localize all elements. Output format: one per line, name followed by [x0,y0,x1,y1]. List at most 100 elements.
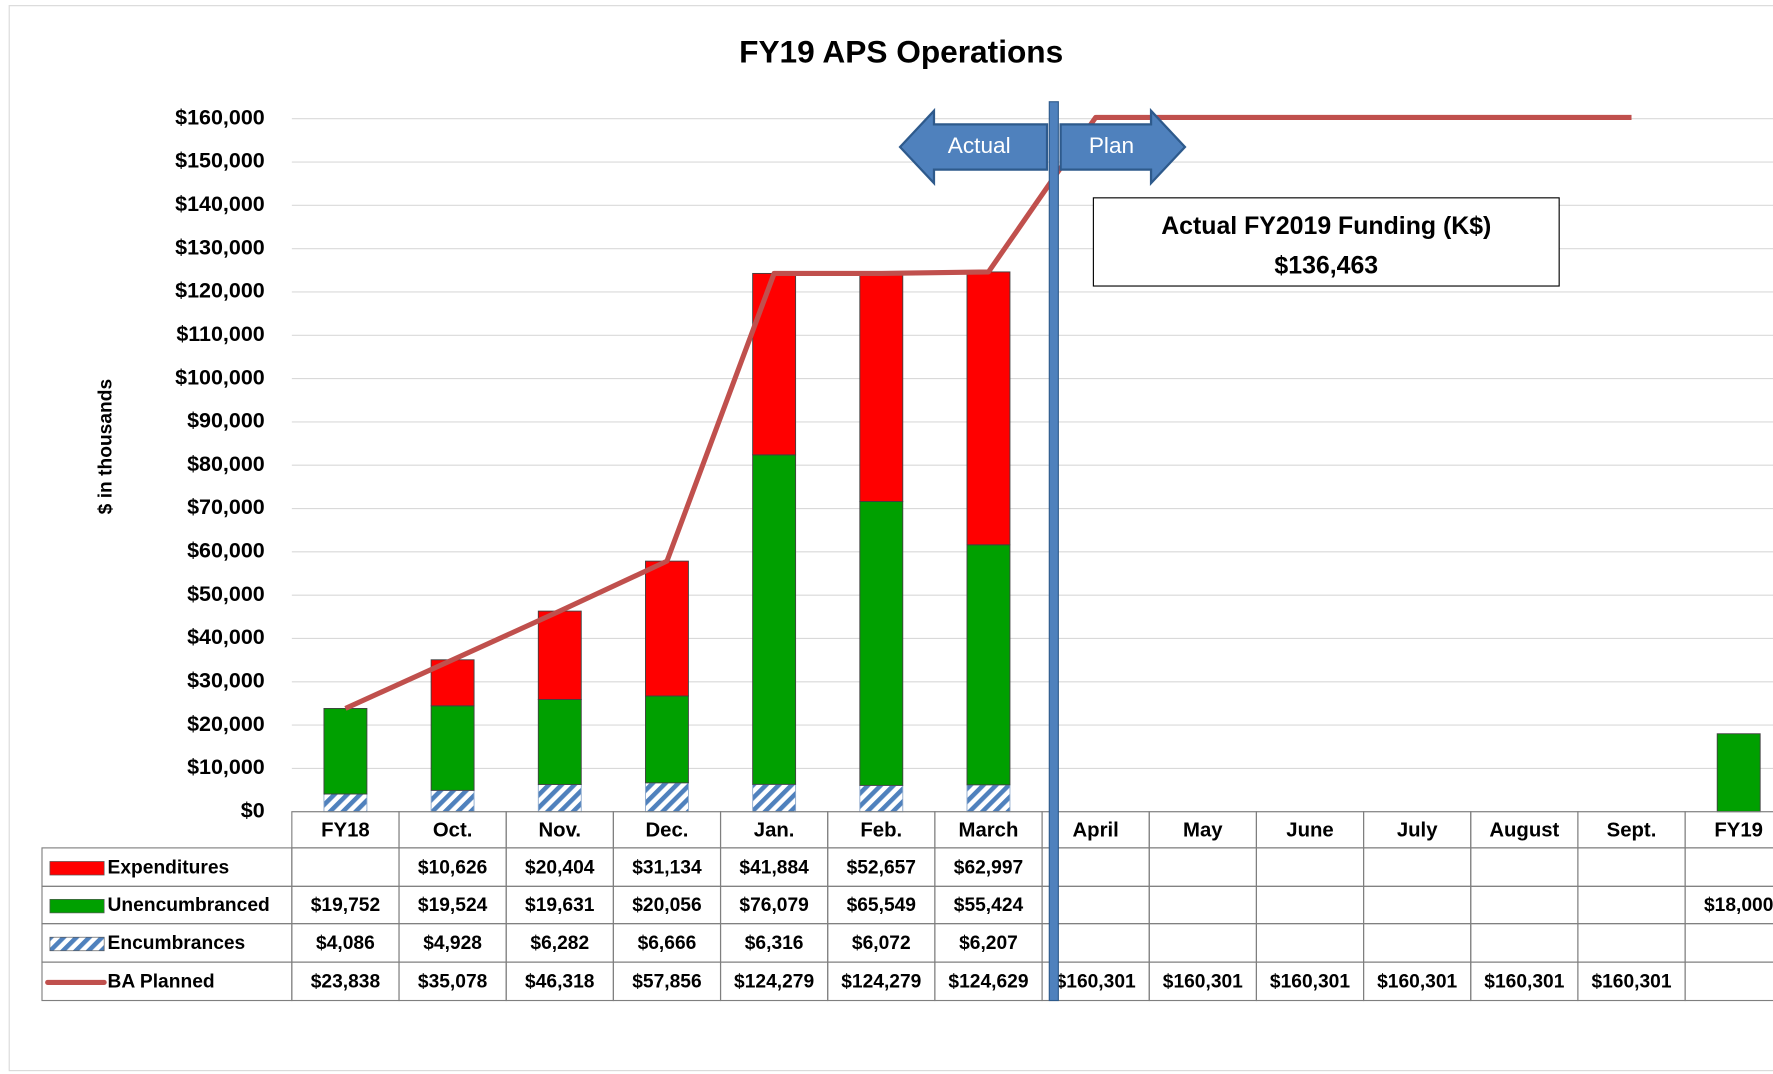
y-tick-label: $60,000 [187,539,265,563]
x-tick-label: Sept. [1607,819,1657,841]
table-value: $160,301 [1484,972,1564,993]
y-tick-label: $100,000 [175,365,265,389]
plan-label: Plan [1089,133,1134,158]
bar-segment [752,272,797,456]
bar-segment [966,544,1011,786]
table-value: $124,279 [841,972,921,993]
legend-label: BA Planned [108,972,215,993]
table-value: $52,657 [847,857,916,878]
bar-segment [645,695,689,784]
table-value: $4,086 [316,933,375,954]
bar-segment [752,783,797,813]
table-value: $160,301 [1377,972,1457,993]
table-value: $20,404 [525,857,595,878]
bar-segment [537,610,582,700]
table-value: $124,629 [948,972,1028,993]
y-tick-label: $70,000 [187,495,265,519]
legend-swatch [49,861,105,876]
table-value: $18,000 [1704,895,1773,916]
x-tick-label: Jan. [754,819,795,841]
table-value: $20,056 [632,895,701,916]
bar-segment [752,454,797,785]
table-value: $35,078 [418,972,488,993]
x-tick-label: Dec. [645,819,688,841]
table-value: $65,549 [847,895,916,916]
divider-line [1048,101,1059,1002]
bar-segment [966,784,1011,813]
legend-label: Encumbrances [108,933,246,954]
table-value: $62,997 [954,857,1023,878]
table-value: $55,424 [954,895,1024,916]
bar-segment [966,271,1011,546]
table-value: $160,301 [1591,972,1671,993]
legend-label: Expenditures [108,857,230,878]
y-tick-label: $90,000 [187,409,265,433]
table-value: $19,752 [311,895,380,916]
x-tick-label: Feb. [860,819,902,841]
y-tick-label: $130,000 [175,235,265,259]
table-value: $76,079 [739,895,808,916]
x-tick-label: Nov. [539,819,582,841]
x-tick-label: August [1489,819,1559,841]
bar-segment [859,784,904,813]
table-value: $6,666 [638,933,697,954]
table-value: $19,524 [418,895,488,916]
bar-segment [859,501,904,786]
bar-segment [430,705,475,791]
y-tick-label: $40,000 [187,625,265,649]
funding-title: Actual FY2019 Funding (K$) [1161,212,1491,240]
y-tick-label: $150,000 [175,149,265,173]
y-tick-label: $80,000 [187,452,265,476]
legend-label: Unencumbranced [108,895,270,916]
x-tick-label: FY18 [321,819,370,841]
chart-title: FY19 APS Operations [739,34,1063,70]
table-cell [1684,961,1773,1002]
table-value: $23,838 [311,972,381,993]
table-value: $160,301 [1270,972,1350,993]
x-tick-label: FY19 [1714,819,1763,841]
x-tick-label: Oct. [433,819,473,841]
table-value: $6,207 [959,933,1018,954]
funding-box [1092,197,1560,287]
bar-segment [323,708,368,795]
y-tick-label: $160,000 [175,105,265,129]
plan-arrow [1059,107,1187,187]
x-tick-label: July [1397,819,1438,841]
table-value: $6,072 [852,933,911,954]
y-tick-label: $110,000 [176,322,264,346]
x-tick-label: May [1183,819,1223,841]
x-tick-label: March [959,819,1019,841]
bar-segment [859,272,904,502]
y-axis-label: $ in thousands [96,379,117,515]
ba-planned-line [344,114,1632,711]
table-value: $6,316 [745,933,804,954]
table-value: $19,631 [525,895,595,916]
bar-segment [645,782,689,813]
y-tick-label: $50,000 [187,582,265,606]
funding-value: $136,463 [1274,251,1378,279]
bar-segment [1716,733,1761,813]
x-tick-label: April [1072,819,1118,841]
table-value: $4,928 [423,933,482,954]
y-tick-label: $120,000 [175,279,265,303]
bar-segment [430,789,475,813]
table-value: $160,301 [1163,972,1243,993]
legend-swatch [49,936,105,952]
y-tick-label: $10,000 [187,755,265,779]
legend-swatch [49,898,105,914]
bar-segment [645,560,689,697]
table-value: $31,134 [632,857,702,878]
table-value: $46,318 [525,972,595,993]
x-tick-label: June [1286,819,1333,841]
table-value: $6,282 [530,933,589,954]
table-value: $10,626 [418,857,487,878]
y-tick-label: $0 [241,798,265,822]
table-value: $41,884 [739,857,809,878]
table-value: $160,301 [1056,972,1136,993]
table-value: $57,856 [632,972,701,993]
actual-label: Actual [948,133,1011,158]
y-tick-label: $30,000 [187,668,265,692]
actual-arrow [898,107,1049,187]
bar-segment [537,699,582,785]
